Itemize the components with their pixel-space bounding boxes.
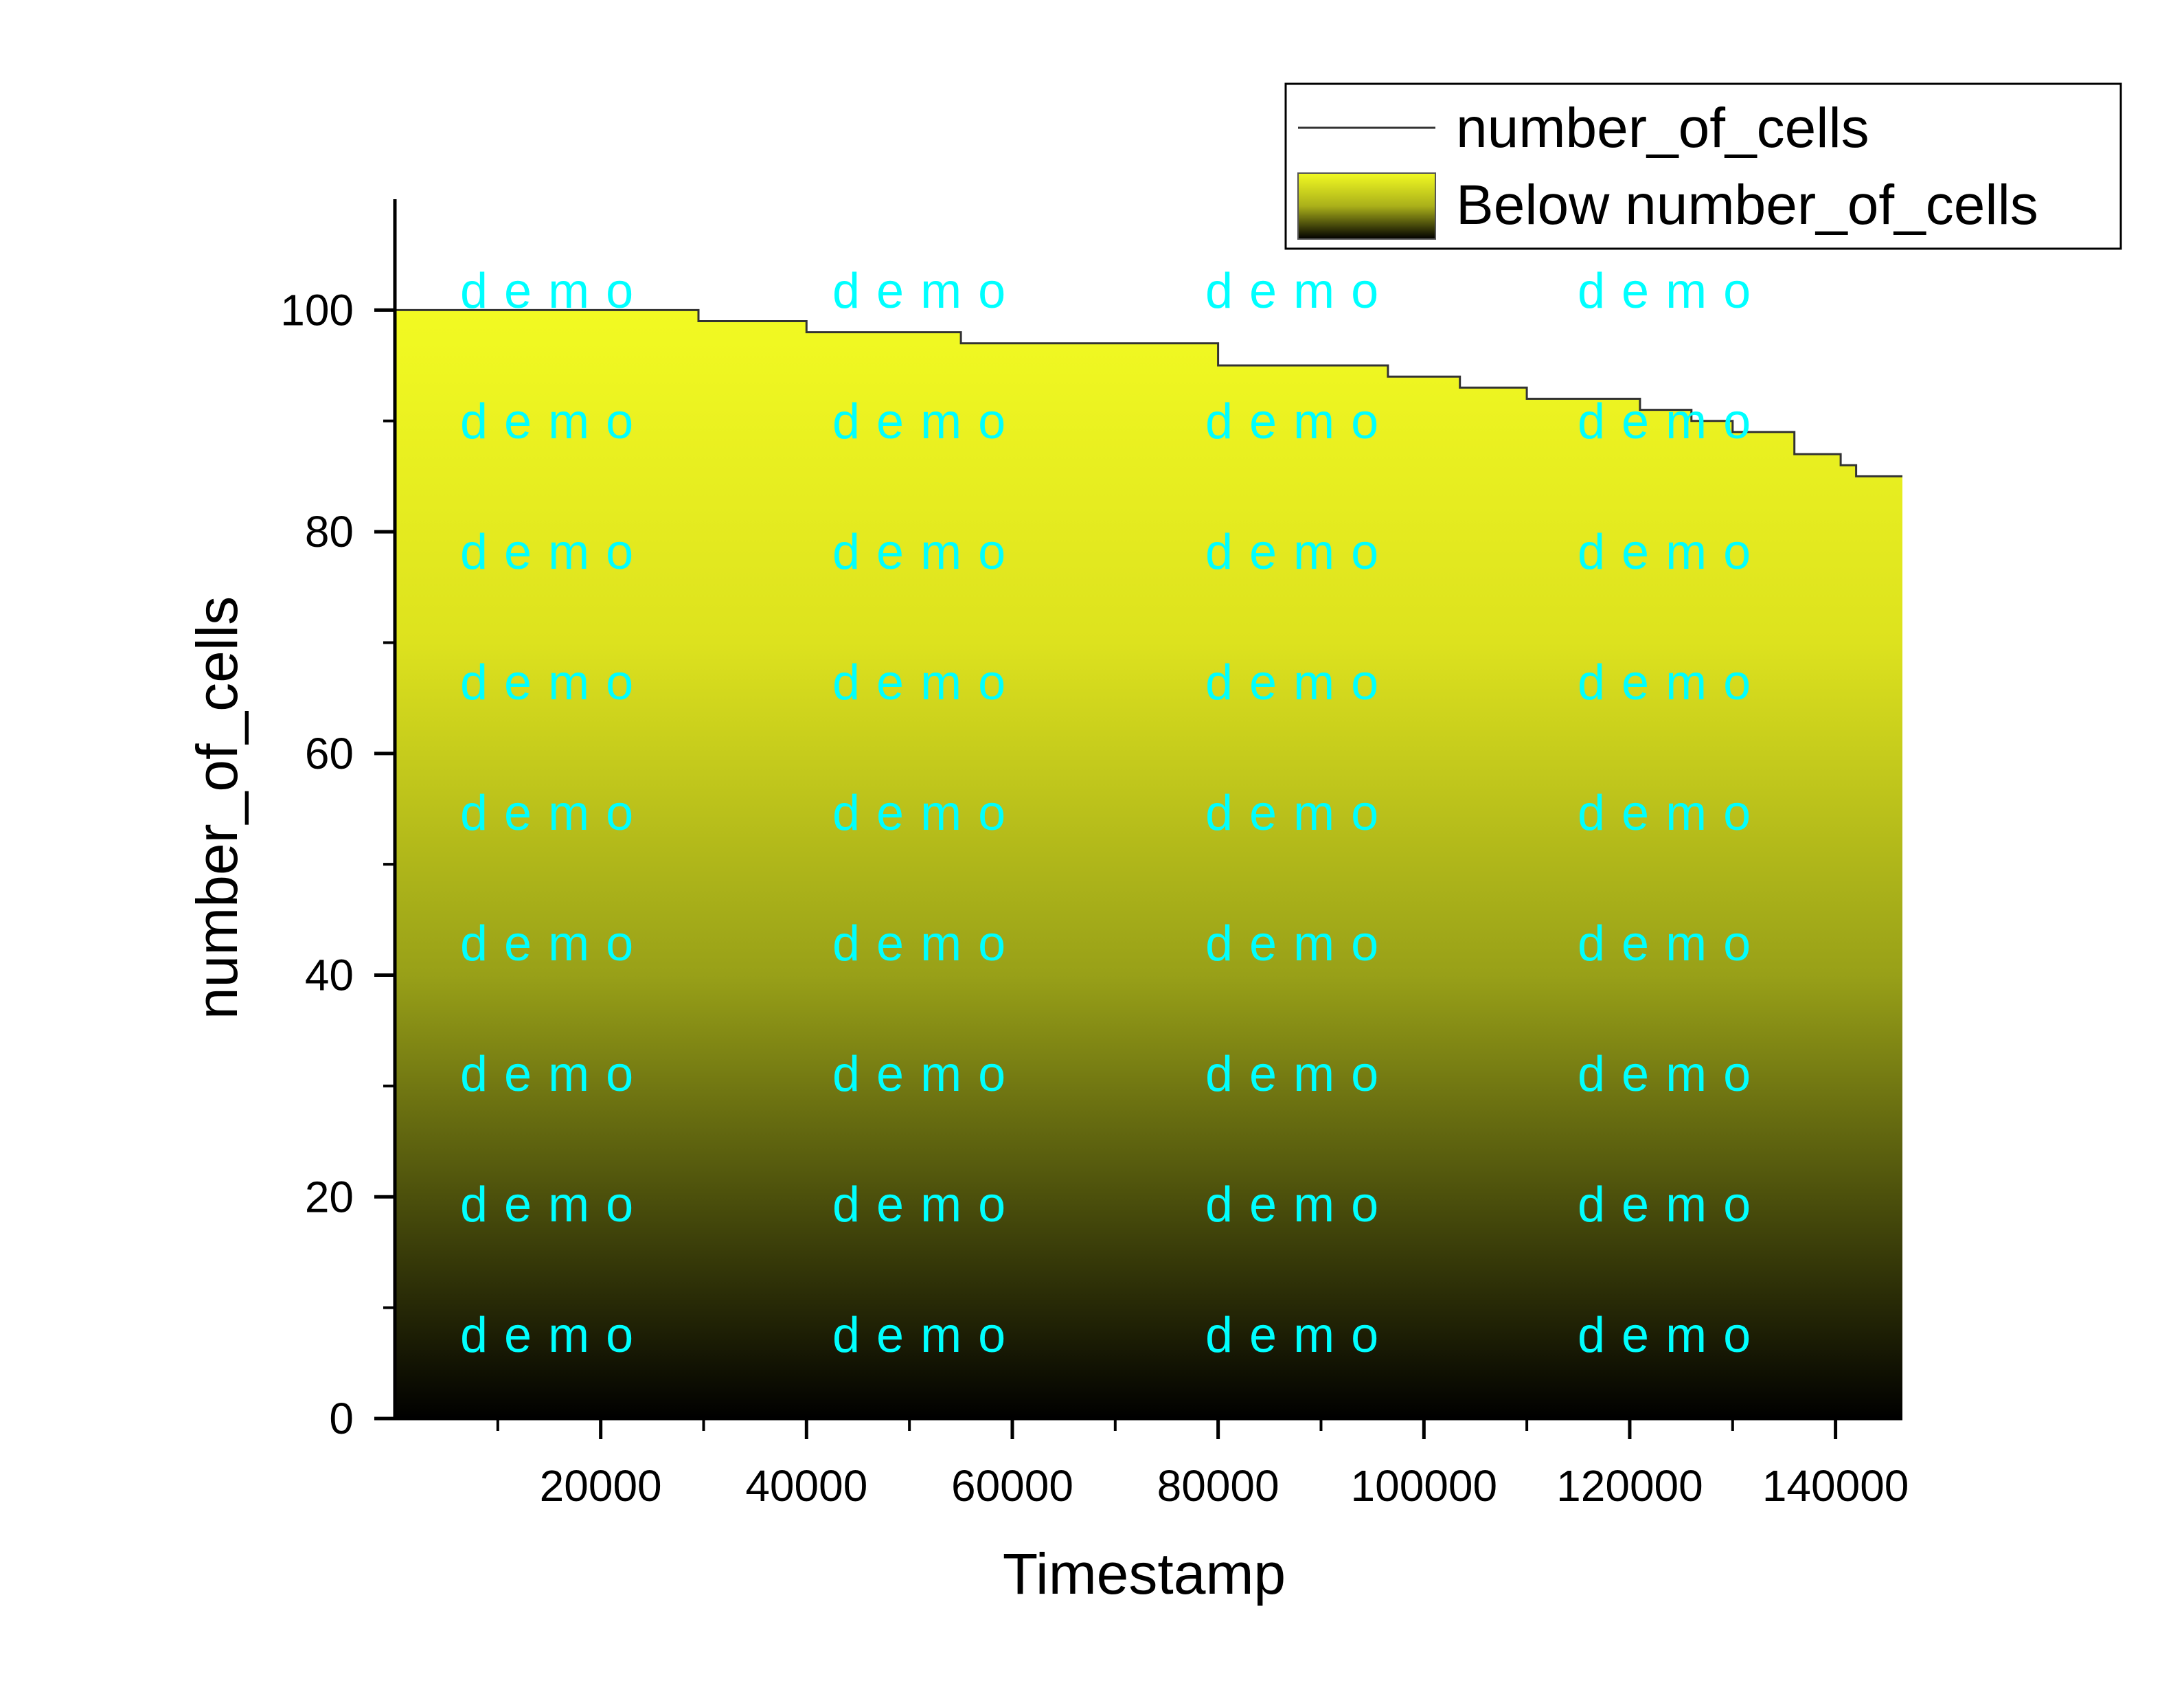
y-tick-label: 80: [305, 507, 354, 556]
legend: number_of_cells Below number_of_cells: [1284, 82, 2122, 250]
watermark-text: demo: [832, 1047, 1022, 1102]
watermark-text: demo: [460, 786, 650, 841]
watermark-text: demo: [1205, 916, 1395, 971]
watermark-text: demo: [1578, 1047, 1767, 1102]
legend-label-fill: Below number_of_cells: [1456, 174, 2038, 236]
watermark-text: demo: [1578, 394, 1767, 449]
watermark-text: demo: [1205, 1308, 1395, 1363]
y-tick-label: 40: [305, 951, 354, 1000]
x-tick-label: 120000: [1556, 1461, 1703, 1511]
watermark-text: demo: [460, 916, 650, 971]
x-tick-label: 100000: [1351, 1461, 1498, 1511]
series-line-number-of-cells: [395, 308, 1902, 477]
watermark-text: demo: [460, 1177, 650, 1232]
watermark-text: demo: [1205, 786, 1395, 841]
watermark-text: demo: [832, 264, 1022, 319]
watermark-text: demo: [1205, 1177, 1395, 1232]
x-axis-title: Timestamp: [1003, 1541, 1286, 1606]
axes-layer: 0 20 40 60 80 100 20000 40000 60000 80000 100000 12…: [280, 199, 1909, 1511]
watermark-text: demo: [1578, 525, 1767, 580]
y-axis-title: number_of_cells: [185, 596, 249, 1019]
watermark-text: demo: [832, 916, 1022, 971]
watermark-text: demo: [832, 786, 1022, 841]
watermark-text: demo: [832, 1308, 1022, 1363]
area-fill: [395, 310, 1902, 1419]
watermark-text: demo: [1205, 1047, 1395, 1102]
watermark-text: demo: [460, 1308, 650, 1363]
watermark-text: demo: [1205, 655, 1395, 710]
watermark-text: demo: [832, 655, 1022, 710]
watermark-text: demo: [832, 1177, 1022, 1232]
watermark-text: demo: [1578, 1308, 1767, 1363]
watermark-text: demo: [460, 655, 650, 710]
watermark-text: demo: [460, 1047, 650, 1102]
watermark-text: demo: [1578, 655, 1767, 710]
x-tick-label: 140000: [1762, 1461, 1909, 1511]
y-tick-label: 100: [280, 285, 354, 335]
watermark-text: demo: [1578, 916, 1767, 971]
area-fill-layer: [395, 310, 1902, 1419]
y-tick-label: 0: [329, 1394, 354, 1443]
watermark-text: demo: [1578, 264, 1767, 319]
watermark-text: demo: [460, 394, 650, 449]
step-line-layer: [395, 308, 1902, 477]
watermark-text: demo: [460, 525, 650, 580]
x-tick-label: 20000: [540, 1461, 662, 1511]
watermark-text: demo: [832, 525, 1022, 580]
legend-label-line: number_of_cells: [1456, 97, 1869, 159]
watermark-text: demo: [460, 264, 650, 319]
y-tick-label: 20: [305, 1172, 354, 1221]
legend-fill-swatch: [1297, 172, 1436, 240]
x-tick-label: 80000: [1157, 1461, 1279, 1511]
x-tick-label: 60000: [951, 1461, 1073, 1511]
watermark-text: demo: [1205, 394, 1395, 449]
watermark-text: demo: [1578, 1177, 1767, 1232]
y-tick-label: 60: [305, 729, 354, 778]
x-tick-label: 40000: [745, 1461, 867, 1511]
watermark-text: demo: [1205, 525, 1395, 580]
watermark-text: demo: [832, 394, 1022, 449]
watermark-text: demo: [1578, 786, 1767, 841]
watermark-text: demo: [1205, 264, 1395, 319]
watermark-layer: demo demo demo demo demo demo demo demo demo demo…: [460, 264, 1767, 1363]
